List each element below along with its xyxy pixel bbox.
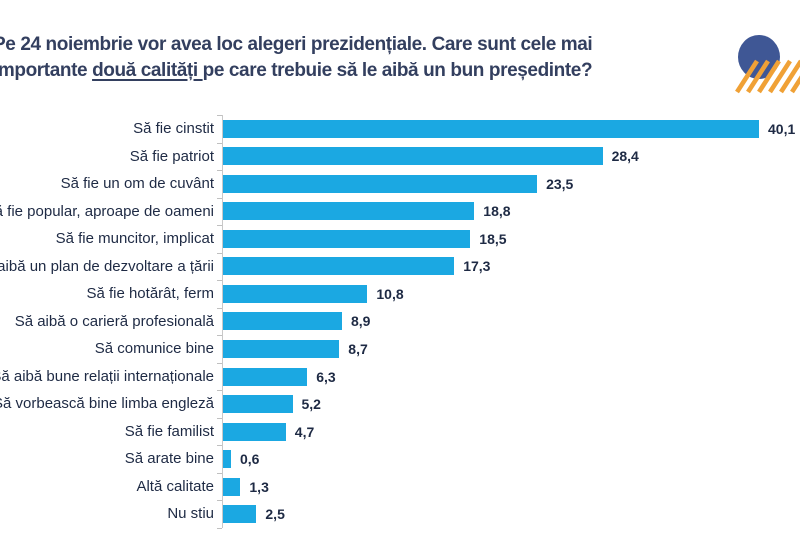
bar-row: Să fie popular, aproape de oameni 18,8 [0,198,800,226]
bar-row: Să aibă un plan de dezvoltare a țării 17,… [0,253,800,281]
axis-tick [217,143,222,144]
category-label: Să fie popular, aproape de oameni [0,202,214,220]
value-label: 10,8 [376,285,404,302]
axis-tick [217,253,222,254]
axis-tick [217,445,222,446]
bar [223,202,475,221]
bar-row: Să fie cinstit 40,1 [0,115,800,143]
value-label: 40,1 [768,120,796,137]
category-label: Să aibă bune relații internaționale [0,367,214,385]
bar [223,229,471,248]
bar [223,312,342,331]
bar-row: Nu stiu 2,5 [0,500,800,528]
category-label: Să aibă un plan de dezvoltare a țării [0,257,214,275]
question-title-line2: importante două calități pe care trebuie… [0,60,593,81]
bar [223,119,759,138]
value-label: 8,9 [351,313,371,330]
category-label: Să fie patriot [129,147,214,165]
y-axis-line [222,115,223,528]
axis-tick [217,363,222,364]
axis-tick [217,170,222,171]
value-label: 5,2 [301,396,321,413]
category-label: Să arate bine [124,450,214,468]
bar-row: Să fie familist 4,7 [0,418,800,446]
value-label: 28,4 [611,148,639,165]
bar-row: Să fie hotărât, ferm 10,8 [0,280,800,308]
bar [223,367,308,386]
axis-tick [217,418,222,419]
bar [223,422,286,441]
bar-row: Să arate bine 0,6 [0,445,800,473]
value-label: 17,3 [463,258,491,275]
bar [223,450,231,469]
value-label: 1,3 [249,478,269,495]
bar-row: Să comunice bine 8,7 [0,335,800,363]
axis-tick [217,390,222,391]
bar [223,505,257,524]
axis-tick [217,473,222,474]
value-label: 4,7 [294,423,315,440]
axis-tick [217,115,222,116]
value-label: 2,5 [265,506,285,523]
bar-row: Să fie patriot 28,4 [0,143,800,171]
bar [223,340,340,359]
axis-tick [217,308,222,309]
category-label: Să aibă o carieră profesională [14,312,214,330]
axis-tick [217,280,222,281]
category-label: Nu stiu [167,505,214,523]
bar [223,147,603,166]
category-label: Să fie muncitor, implicat [55,230,214,248]
axis-tick [217,528,222,529]
value-label: 23,5 [546,175,574,192]
bar [223,395,293,414]
axis-tick [217,335,222,336]
category-label: Să fie hotărât, ferm [86,285,214,303]
axis-tick [217,225,222,226]
value-label: 18,8 [483,203,511,220]
category-label: Să comunice bine [94,340,214,358]
bar-row: Să fie muncitor, implicat 18,5 [0,225,800,253]
category-label: Să fie un om de cuvânt [60,175,214,193]
category-label: Altă calitate [136,477,214,495]
bar [223,257,455,276]
bar [223,477,241,496]
category-label: Să fie familist [124,422,214,440]
category-label: Să fie cinstit [133,120,214,137]
bar-row: Altă calitate 1,3 [0,473,800,501]
brand-logo-icon [735,35,800,94]
value-label: 18,5 [479,230,507,247]
bar-row: Să aibă bune relații internaționale 6,3 [0,363,800,391]
axis-tick [217,198,222,199]
value-label: 8,7 [348,341,368,358]
bar-row: Să aibă o carieră profesională 8,9 [0,308,800,336]
bar-row: Să fie un om de cuvânt 23,5 [0,170,800,198]
bar-chart: Să fie cinstit 40,1 Să fie patriot 28,4 Să f… [0,115,800,529]
bar [223,284,368,303]
question-title: Pe 24 noiembrie vor avea loc alegeri pre… [0,32,673,84]
question-title-line1: Pe 24 noiembrie vor avea loc alegeri pre… [0,34,593,55]
bar [223,174,538,193]
underlined-phrase: două calități [92,60,203,81]
value-label: 0,6 [240,451,260,468]
value-label: 6,3 [316,368,336,385]
axis-tick [217,500,222,501]
bar-row: Să vorbească bine limba engleză 5,2 [0,390,800,418]
category-label: Să vorbească bine limba engleză [0,395,214,413]
